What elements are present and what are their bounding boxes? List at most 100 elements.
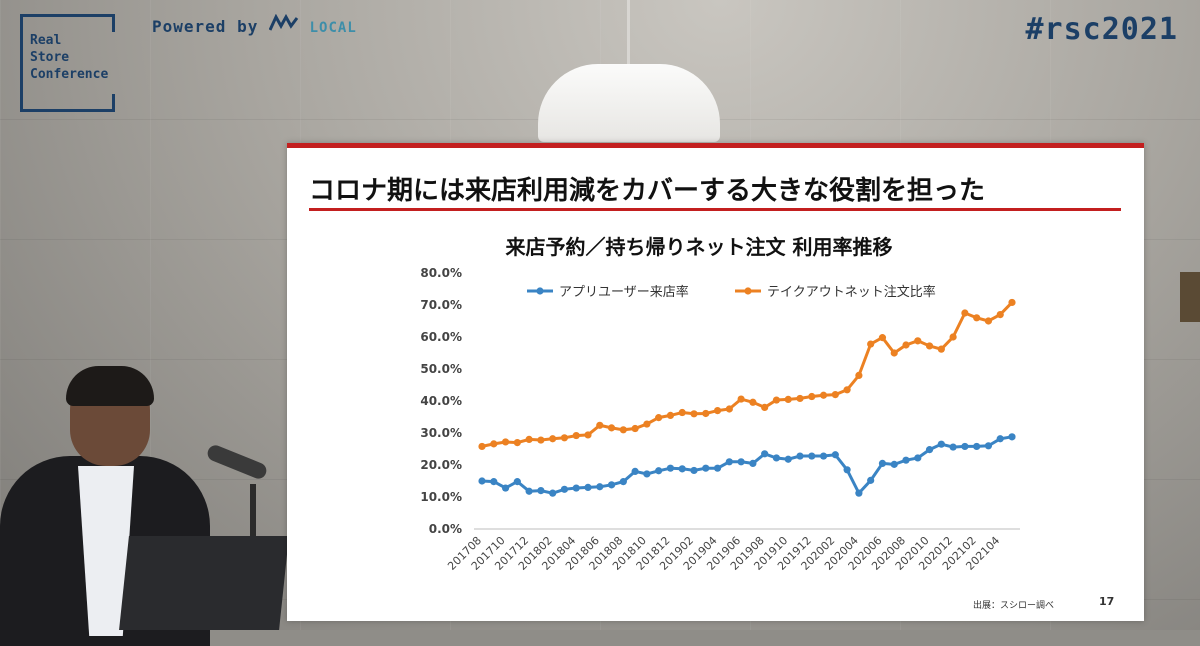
page-number: 17: [1099, 595, 1115, 608]
data-point: [713, 464, 722, 472]
slide-title: コロナ期には来店利用減をカバーする大きな役割を担った: [309, 176, 986, 206]
data-point: [867, 340, 875, 348]
data-point: [772, 454, 781, 462]
data-point: [973, 314, 981, 322]
mieruca-logo-icon: [268, 13, 299, 36]
data-point: [596, 421, 604, 429]
data-point: [666, 411, 675, 419]
data-point: [737, 395, 745, 403]
data-point: [973, 442, 981, 451]
rsc-logo-text: Real Store Conference: [30, 32, 108, 83]
data-point: [513, 478, 521, 486]
data-point: [643, 470, 651, 478]
rsc-logo: [20, 14, 115, 112]
data-point: [572, 431, 580, 440]
data-point: [784, 455, 792, 463]
legend-swatch-marker: [744, 287, 752, 295]
data-point: [867, 476, 875, 484]
line-chart: 来店予約／持ち帰りネット注文 利用率推移 アプリユーザー来店率 テイクアウトネット…: [420, 235, 1020, 573]
data-point: [490, 478, 498, 486]
legend-label: テイクアウトネット注文比率: [767, 284, 936, 300]
chart-series: [478, 298, 1016, 497]
powered-by-text: Powered by: [152, 17, 259, 36]
laptop: [119, 536, 289, 630]
data-point: [890, 460, 898, 468]
y-tick-label: 70.0%: [420, 298, 462, 312]
presentation-slide: コロナ期には来店利用減をカバーする大きな役割を担った 来店予約／持ち帰りネット注…: [287, 143, 1144, 621]
data-point: [584, 431, 592, 439]
data-point: [984, 317, 993, 325]
data-point: [690, 466, 698, 475]
data-point: [584, 483, 592, 491]
data-point: [490, 440, 498, 448]
data-point: [878, 459, 887, 467]
data-point: [560, 434, 569, 442]
data-point: [513, 439, 521, 447]
series-line-1: [481, 435, 1013, 496]
data-point: [713, 407, 722, 415]
data-point: [1008, 298, 1016, 307]
data-point: [902, 456, 910, 464]
y-tick-label: 0.0%: [429, 522, 462, 536]
data-point: [784, 395, 792, 403]
data-point: [655, 467, 663, 475]
x-axis: 2017082017102017122018022018042018062018…: [445, 534, 1002, 573]
data-point: [572, 484, 580, 492]
data-point: [631, 424, 639, 433]
data-point: [631, 467, 639, 475]
title-rule: [309, 208, 1121, 211]
data-point: [890, 349, 898, 357]
chart-legend: アプリユーザー来店率 テイクアウトネット注文比率: [527, 284, 936, 300]
data-point: [643, 420, 651, 428]
wall-shelf: [1180, 272, 1200, 322]
data-point: [761, 403, 769, 411]
data-point: [1008, 433, 1016, 441]
data-point: [819, 452, 828, 460]
data-point: [702, 409, 710, 418]
data-point: [855, 489, 863, 497]
data-point: [855, 371, 863, 379]
data-point: [961, 442, 969, 451]
data-point: [937, 440, 945, 448]
data-point: [725, 405, 733, 413]
data-point: [914, 337, 922, 345]
lamp-cord: [627, 0, 630, 66]
data-point: [478, 442, 486, 451]
data-point: [596, 483, 604, 491]
data-point: [549, 435, 557, 443]
data-point: [749, 398, 757, 406]
data-point: [984, 442, 993, 450]
data-point: [549, 489, 557, 497]
data-point: [537, 436, 545, 444]
legend-label: アプリユーザー来店率: [559, 284, 689, 300]
data-point: [831, 391, 839, 399]
logo-line-2: Store: [30, 50, 70, 65]
speaker-hair: [66, 366, 154, 406]
data-point: [937, 345, 945, 353]
data-point: [808, 452, 816, 460]
data-point: [607, 424, 616, 432]
data-point: [725, 458, 733, 466]
data-point: [678, 465, 686, 473]
data-point: [537, 487, 545, 495]
data-point: [996, 311, 1004, 319]
data-point: [501, 438, 510, 446]
data-point: [607, 481, 616, 489]
y-tick-label: 10.0%: [420, 490, 462, 504]
data-point: [996, 435, 1004, 443]
data-point: [925, 446, 934, 454]
speaker-person: [0, 366, 220, 646]
y-tick-label: 80.0%: [420, 266, 462, 280]
data-point: [772, 396, 781, 404]
y-tick-label: 20.0%: [420, 458, 462, 472]
pendant-lamp: [538, 64, 720, 142]
y-tick-label: 30.0%: [420, 426, 462, 440]
data-point: [761, 450, 769, 458]
y-tick-label: 40.0%: [420, 394, 462, 408]
logo-line-3: Conference: [30, 67, 109, 82]
data-point: [819, 391, 828, 399]
data-point: [478, 477, 486, 485]
data-point: [843, 466, 851, 474]
data-point: [690, 410, 698, 418]
data-point: [808, 392, 816, 401]
